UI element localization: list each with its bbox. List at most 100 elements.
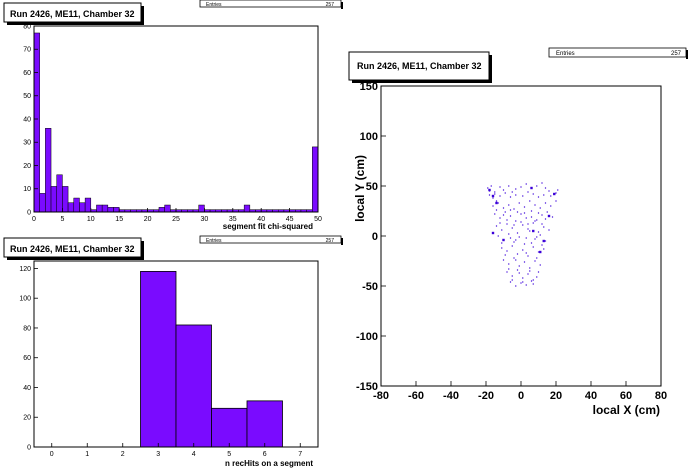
nhits-ytick-label: 120 — [19, 266, 31, 273]
localxy-xtick-label: 40 — [585, 390, 597, 402]
localxy-point — [515, 194, 517, 196]
localxy-xtick-label: 20 — [550, 390, 562, 402]
chi2-panel: Run 2426, ME11, Chamber 32 Entries 257 0… — [3, 0, 343, 231]
localxy-point — [539, 250, 542, 254]
localxy-point — [511, 279, 513, 281]
chi2-stats-value: 257 — [326, 2, 335, 8]
nhits-ytick-label: 40 — [23, 385, 31, 392]
chi2-bar — [50, 186, 57, 213]
nhits-frame — [33, 260, 319, 448]
localxy-point — [550, 195, 552, 197]
chi2-bar — [33, 32, 40, 213]
localxy-point — [509, 196, 512, 198]
localxy-stats-label: Entries — [556, 51, 575, 57]
localxy-point — [494, 193, 496, 195]
localxy-point — [522, 281, 524, 283]
localxy-panel: Run 2426, ME11, Chamber 32 Entries 257 -… — [348, 47, 688, 417]
chi2-bar — [198, 204, 205, 213]
chi2-title-shadow — [141, 6, 144, 25]
localxy-point — [537, 271, 540, 273]
chi2-xtick-label: 0 — [32, 216, 36, 223]
chi2-bar — [312, 146, 319, 213]
localxy-point — [504, 254, 506, 256]
chi2-ytick-label: 40 — [23, 116, 31, 123]
localxy-point — [508, 263, 510, 265]
localxy-point — [501, 229, 503, 231]
chi2-bar — [62, 186, 69, 213]
chi2-bar — [243, 204, 251, 213]
localxy-point — [555, 200, 557, 202]
localxy-plot-area: -80 -60 -40 -20 0 20 40 60 80 -150 -100 -50 0 50 100 15… — [356, 81, 667, 402]
nhits-xtick-label: 2 — [121, 451, 125, 458]
localxy-point — [527, 223, 529, 225]
chi2-xtick-label: 5 — [60, 216, 64, 223]
localxy-point — [530, 216, 533, 218]
localxy-point — [543, 194, 545, 196]
localxy-point — [520, 221, 522, 223]
chi2-bar — [84, 197, 92, 213]
localxy-point — [495, 225, 498, 227]
localxy-point — [515, 188, 517, 190]
chi2-frame — [33, 25, 319, 213]
localxy-xtick-label: 80 — [655, 390, 667, 402]
localxy-point — [553, 192, 556, 196]
nhits-bar — [246, 400, 283, 448]
localxy-point — [543, 248, 545, 250]
localxy-point — [511, 245, 513, 247]
chi2-xtick-label: 25 — [172, 216, 180, 223]
localxy-point — [544, 240, 547, 242]
localxy-point — [530, 186, 533, 190]
chi2-bar — [73, 197, 80, 213]
localxy-point — [532, 193, 534, 195]
localxy-ytick-label: -150 — [356, 381, 378, 393]
localxy-point — [508, 233, 510, 235]
localxy-point — [546, 211, 548, 213]
localxy-point — [539, 207, 541, 209]
localxy-point — [509, 209, 512, 211]
localxy-point — [518, 272, 520, 274]
localxy-point — [536, 276, 538, 278]
chi2-ytick-label: 30 — [23, 140, 31, 147]
localxy-point — [536, 257, 538, 259]
localxy-point — [541, 182, 543, 184]
localxy-point — [515, 285, 517, 287]
localxy-point — [550, 205, 552, 207]
localxy-point — [523, 206, 526, 208]
nhits-xtick-label: 5 — [227, 451, 231, 458]
chi2-stats-label: Entries — [206, 2, 222, 8]
localxy-point — [509, 215, 512, 217]
localxy-point — [508, 185, 510, 187]
localxy-title: Run 2426, ME11, Chamber 32 — [357, 61, 482, 71]
chi2-ytick-label: 50 — [23, 93, 31, 100]
localxy-point — [542, 239, 545, 243]
nhits-panel: Run 2426, ME11, Chamber 32 Entries 257 0… — [3, 235, 343, 468]
chi2-title-shadow-bottom — [7, 22, 144, 25]
localxy-point — [527, 273, 529, 275]
localxy-point — [499, 217, 501, 219]
localxy-point — [523, 243, 526, 245]
localxy-point — [532, 283, 534, 285]
localxy-point — [490, 185, 492, 187]
localxy-point — [502, 259, 505, 261]
chi2-xtick-label: 45 — [286, 216, 294, 223]
localxy-point — [497, 202, 499, 204]
localxy-point — [504, 211, 506, 213]
localxy-xtick-label: -80 — [373, 390, 389, 402]
localxy-point — [525, 217, 527, 219]
chi2-bar — [96, 204, 103, 213]
localxy-point — [501, 247, 503, 249]
localxy-point — [536, 236, 538, 238]
localxy-point — [516, 211, 519, 213]
localxy-point — [529, 230, 531, 232]
localxy-point — [530, 280, 533, 282]
localxy-ytick-label: 0 — [372, 231, 378, 243]
nhits-ytick-label: 80 — [23, 325, 31, 332]
localxy-point — [520, 213, 522, 215]
nhits-bar — [175, 324, 212, 448]
localxy-point — [534, 220, 536, 222]
nhits-stats-shadow — [341, 238, 343, 245]
localxy-point — [502, 238, 505, 242]
localxy-point — [501, 242, 503, 244]
chi2-bar — [101, 204, 109, 213]
